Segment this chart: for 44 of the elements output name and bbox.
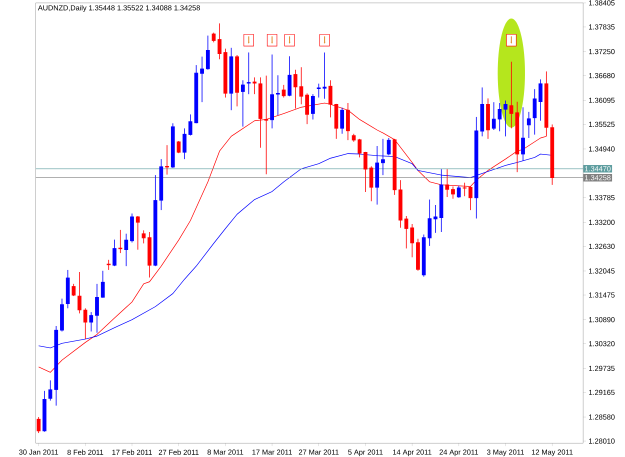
candlestick [252, 77, 256, 95]
candlestick [78, 272, 82, 314]
candlestick [246, 52, 251, 95]
candlestick [124, 233, 128, 267]
candlestick [165, 144, 169, 176]
candlestick [451, 186, 455, 200]
candlestick [240, 80, 245, 128]
candlestick [188, 114, 192, 136]
candlestick [288, 56, 292, 97]
candlestick [445, 168, 450, 198]
candlestick [136, 216, 140, 250]
candlestick [456, 185, 461, 198]
candlestick [112, 239, 116, 267]
candlestick [434, 204, 438, 234]
candlestick [72, 284, 76, 297]
candlestick [100, 270, 105, 298]
candlestick [206, 35, 210, 70]
candlestick [95, 284, 99, 334]
candlestick [276, 74, 280, 116]
candlestick [310, 94, 315, 120]
candlestick [369, 166, 374, 202]
candlestick [462, 182, 467, 197]
candlestick [142, 230, 146, 244]
candlestick [526, 112, 531, 138]
candlestick [83, 308, 88, 340]
candlestick [282, 84, 286, 98]
candlestick [212, 32, 216, 43]
candlestick [176, 140, 181, 154]
candlestick [106, 260, 111, 270]
candlestick [532, 88, 537, 136]
candlestick [364, 152, 368, 192]
candlestick [316, 83, 321, 98]
candlestick [218, 23, 222, 60]
candlestick [36, 416, 41, 434]
candlestick [89, 312, 94, 332]
candlestick [468, 186, 472, 211]
candlestick [118, 230, 122, 254]
candlestick [182, 128, 186, 160]
candlestick [340, 107, 344, 134]
candlestick [200, 56, 204, 103]
candlestick [322, 52, 327, 100]
candlestick [504, 100, 508, 137]
candlestick [538, 79, 542, 122]
candlestick [358, 138, 362, 158]
